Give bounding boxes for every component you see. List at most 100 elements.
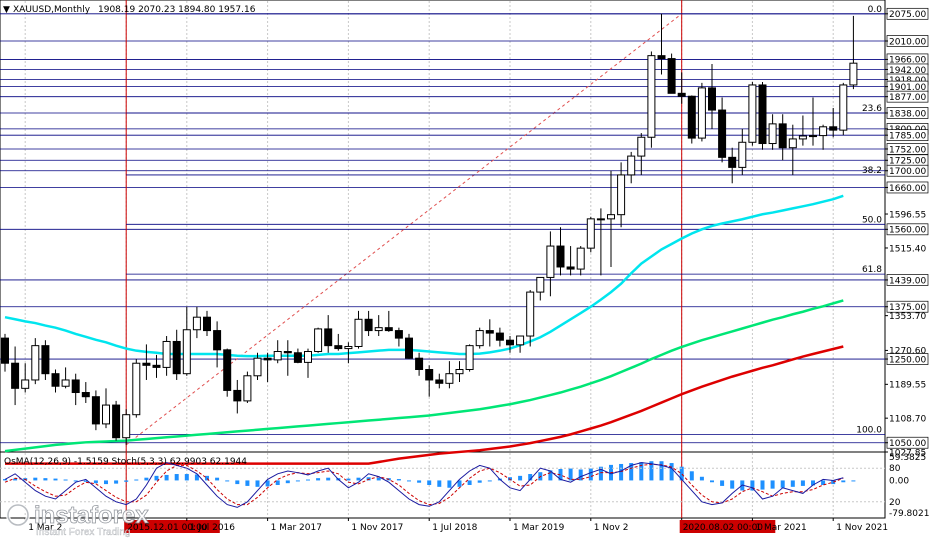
watermark-tagline: Instant Forex Trading	[36, 527, 131, 538]
symbol-text: XAUUSD,Monthly	[13, 5, 91, 15]
fib-level-label: 38.2	[862, 166, 882, 176]
candle	[41, 340, 50, 380]
candle	[495, 327, 504, 347]
candle	[354, 310, 363, 349]
osma-bar	[689, 471, 694, 481]
osma-bar	[457, 480, 462, 487]
candle	[526, 289, 535, 347]
fib-level-label: 61.8	[862, 265, 882, 275]
osma-bar	[790, 480, 795, 487]
candle	[102, 388, 110, 429]
candle	[122, 409, 131, 445]
osma-bar	[134, 479, 139, 481]
candle	[405, 333, 413, 360]
time-label: 1 Mar 2017	[271, 523, 322, 533]
candle	[586, 216, 595, 253]
osma-bar	[164, 474, 169, 481]
candle	[273, 340, 282, 364]
osma-bar	[3, 479, 7, 481]
osma-bar	[639, 462, 644, 481]
stoch-signal-line	[4, 463, 844, 506]
candle	[11, 346, 20, 406]
osma-bar	[104, 480, 108, 485]
candle	[435, 373, 444, 389]
osma-bar	[13, 478, 18, 481]
osma-bar	[376, 477, 381, 481]
candle	[738, 128, 747, 175]
candle	[425, 365, 434, 397]
candle	[21, 363, 30, 393]
candle	[667, 53, 676, 94]
osma-bar	[396, 479, 401, 481]
price-tick-label: 1725.00	[889, 157, 926, 167]
candle	[334, 333, 343, 351]
osma-bar	[144, 477, 149, 481]
osma-bar	[851, 480, 856, 482]
candle	[778, 114, 787, 161]
osma-bar	[124, 480, 129, 482]
candle	[172, 329, 181, 380]
time-label: 1 Mar 2021	[755, 523, 806, 533]
candle	[819, 124, 828, 150]
price-tick-label: 2075.00	[889, 10, 926, 20]
time-label: 1 Jul 2016	[190, 523, 235, 533]
osma-bar	[417, 480, 422, 483]
candle	[142, 344, 151, 380]
fibonacci-labels: 0.0 23.6 38.2 50.0 61.8 100.0	[126, 5, 885, 435]
osma-bar	[275, 480, 280, 485]
fib-level-label: 100.0	[856, 425, 882, 435]
osma-bar	[528, 474, 533, 481]
osma-bar	[194, 474, 199, 481]
price-tick-label: 1838.00	[889, 109, 926, 119]
osma-bar	[770, 480, 775, 489]
osma-bar	[366, 477, 371, 481]
candle	[627, 151, 636, 184]
osma-bar	[800, 480, 805, 486]
osma-bar	[437, 480, 442, 487]
price-panel	[0, 0, 886, 453]
osma-bar	[730, 480, 735, 489]
candle	[233, 379, 242, 414]
candle	[475, 327, 484, 349]
candle	[51, 369, 60, 393]
price-tick-label: 1560.00	[889, 226, 926, 236]
time-label: 1 Mar 2	[28, 523, 62, 533]
candle	[576, 246, 585, 276]
osma-bar	[598, 466, 603, 481]
osma-bar	[83, 480, 88, 482]
price-tick-label: 1108.70	[889, 414, 926, 424]
osma-bar	[346, 478, 351, 481]
candle	[384, 310, 393, 332]
candle	[293, 348, 302, 364]
indicator-series	[0, 461, 885, 508]
indicator-caption: OsMA(12,26,9) -1.5159 Stoch(5,3,3) 62.99…	[4, 457, 247, 467]
time-label: 1 Nov 2021	[836, 523, 888, 533]
price-tick-label: 1353.70	[889, 312, 926, 322]
osma-bar	[720, 480, 725, 486]
ma-green-line	[4, 299, 844, 453]
candle	[708, 64, 716, 129]
osma-bar	[53, 478, 58, 481]
osma-bar	[174, 474, 179, 481]
candle	[718, 97, 727, 163]
candle	[687, 95, 696, 144]
price-tick-label: 1752.00	[889, 145, 926, 155]
price-tick-label: 1439.00	[889, 276, 926, 286]
price-tick-label: 1189.55	[889, 381, 926, 391]
candle	[546, 231, 555, 297]
candle	[788, 124, 797, 175]
candle	[849, 15, 858, 90]
osma-bar	[780, 480, 785, 488]
candle	[445, 361, 454, 389]
time-highlight-box	[679, 520, 776, 533]
osma-bar	[750, 480, 755, 491]
osma-bar	[760, 480, 765, 490]
osma-bar	[558, 469, 563, 481]
price-tick-label: 1515.40	[889, 244, 926, 254]
candle	[839, 82, 848, 136]
candle	[91, 390, 100, 431]
price-tick-label: 1027.85	[889, 448, 926, 458]
indicator-axis-label: -79.8021	[889, 509, 929, 519]
candle	[748, 82, 757, 146]
